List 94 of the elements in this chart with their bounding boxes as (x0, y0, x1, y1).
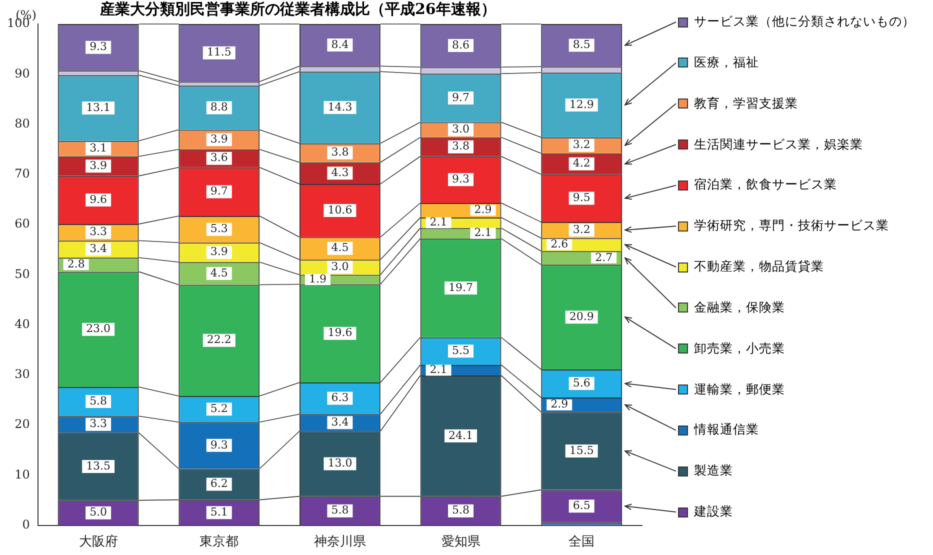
y-tick-label: 80 (14, 116, 30, 130)
x-tick-label: 愛知県 (441, 534, 480, 550)
data-label: 9.6 (90, 192, 108, 206)
data-label: 19.7 (448, 280, 474, 294)
y-tick-label: 10 (14, 467, 30, 482)
data-label: 5.5 (452, 344, 470, 358)
data-label: 2.1 (474, 226, 492, 240)
legend-label: 金融業，保険業 (694, 299, 785, 316)
chart-title: 産業大分類別民営事業所の従業者構成比（平成26年速報） (100, 0, 496, 19)
y-tick-label: 70 (14, 166, 30, 181)
data-label: 9.7 (210, 184, 228, 198)
data-label: 2.8 (67, 258, 85, 271)
data-label: 9.3 (90, 40, 108, 54)
data-label: 2.6 (550, 237, 568, 250)
x-tick-label: 大阪府 (78, 534, 118, 550)
data-label: 9.3 (210, 438, 228, 452)
data-label: 6.3 (331, 391, 349, 404)
legend-label: 生活関連サービス業，娯楽業 (694, 136, 863, 153)
data-label: 9.5 (572, 191, 590, 204)
x-tick-label: 神奈川県 (314, 534, 366, 550)
legend-label: 運輸業，郵便業 (694, 381, 785, 398)
data-label: 3.6 (210, 151, 228, 164)
y-tick-label: 90 (14, 66, 30, 80)
data-label: 14.3 (328, 100, 352, 114)
data-label: 3.9 (90, 159, 108, 172)
data-label: 20.9 (569, 310, 594, 323)
data-label: 23.0 (86, 322, 111, 336)
data-label: 3.0 (452, 122, 470, 136)
data-label: 5.3 (210, 222, 228, 236)
data-label: 4.2 (572, 156, 590, 170)
data-label: 4.5 (210, 266, 228, 280)
y-tick-label: 40 (14, 316, 30, 331)
data-label: 3.2 (572, 222, 590, 236)
data-label: 3.0 (331, 260, 349, 274)
data-label: 6.5 (572, 498, 590, 512)
y-tick-label: 30 (14, 367, 30, 382)
data-label: 2.9 (550, 398, 568, 411)
data-label: 5.2 (210, 402, 228, 415)
data-label: 22.2 (206, 333, 232, 346)
data-label: 8.6 (452, 38, 470, 52)
data-label: 5.0 (90, 506, 108, 519)
data-label: 8.4 (331, 38, 349, 51)
data-label: 1.9 (308, 272, 326, 286)
data-label: 15.5 (569, 444, 594, 457)
data-label: 2.1 (430, 216, 448, 229)
data-label: 5.1 (210, 505, 228, 518)
legend-label: 宿泊業，飲食サービス業 (694, 176, 837, 194)
legend-label: 教育，学習支援業 (694, 95, 798, 112)
y-tick-label: 60 (14, 216, 30, 231)
data-label: 3.4 (90, 242, 108, 255)
legend-label: 建設業 (694, 504, 733, 520)
x-tick-label: 東京都 (200, 534, 239, 550)
data-label: 19.6 (328, 326, 352, 340)
data-label: 5.6 (572, 376, 590, 390)
data-label: 3.2 (572, 138, 590, 152)
legend-label: 卸売業，小売業 (694, 340, 785, 358)
data-label: 2.7 (595, 250, 613, 264)
legend-label: 医療，福祉 (694, 54, 759, 72)
data-label: 2.9 (474, 203, 492, 216)
y-tick-label: 0 (22, 518, 30, 532)
data-label: 4.5 (331, 241, 349, 254)
data-label: 3.9 (210, 245, 228, 258)
data-label: 11.5 (206, 46, 232, 59)
data-label: 12.9 (569, 98, 594, 111)
y-tick-label: 20 (14, 417, 30, 432)
legend-label: サービス業（他に分類されないもの） (694, 14, 915, 30)
data-label: 24.1 (448, 428, 474, 442)
data-label: 3.9 (210, 132, 228, 146)
data-label: 13.1 (86, 100, 111, 114)
legend-label: 情報通信業 (694, 422, 759, 439)
data-label: 9.3 (452, 172, 470, 186)
data-label: 9.7 (452, 90, 470, 104)
data-label: 3.3 (90, 225, 108, 238)
data-label: 5.8 (452, 504, 470, 517)
legend-label: 学術研究，専門・技術サービス業 (694, 218, 889, 235)
data-label: 2.1 (430, 363, 448, 376)
data-label: 3.8 (452, 140, 470, 153)
data-label: 5.8 (90, 394, 108, 408)
data-label: 5.8 (331, 504, 349, 517)
legend-label: 不動産業，物品賃貸業 (694, 258, 824, 276)
y-tick-label: 50 (14, 266, 30, 281)
data-label: 3.3 (90, 417, 108, 430)
x-tick-label: 全国 (568, 534, 595, 550)
data-label: 3.8 (331, 146, 349, 159)
data-label: 13.0 (328, 456, 352, 470)
legend-label: 製造業 (694, 462, 733, 480)
data-label: 8.8 (210, 100, 228, 114)
data-label: 6.2 (210, 477, 228, 490)
data-label: 8.5 (572, 38, 590, 52)
data-label: 3.4 (331, 415, 349, 428)
data-label: 4.3 (331, 166, 349, 180)
data-label: 3.1 (90, 141, 108, 154)
data-label: 13.5 (86, 459, 111, 472)
data-label: 10.6 (328, 203, 352, 216)
